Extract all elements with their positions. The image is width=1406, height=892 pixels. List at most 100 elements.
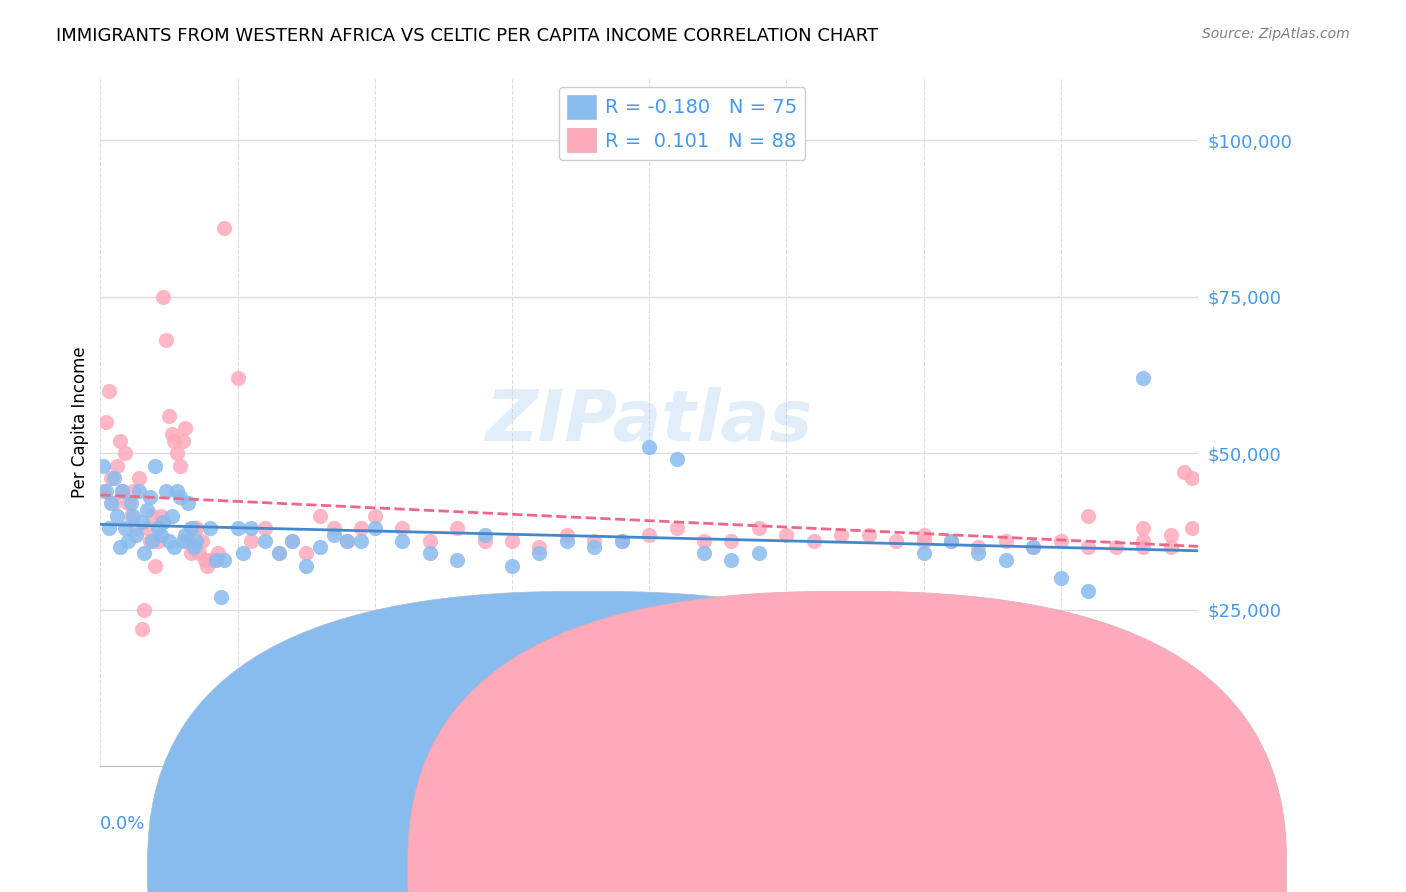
Point xyxy=(166,483,188,498)
Point xyxy=(446,521,468,535)
Point xyxy=(188,546,211,560)
Point xyxy=(267,546,290,560)
Point xyxy=(131,622,153,636)
Point xyxy=(108,540,131,554)
Point xyxy=(583,533,606,548)
Point xyxy=(174,421,197,435)
Point xyxy=(131,515,153,529)
Point xyxy=(1077,584,1099,599)
Point xyxy=(143,458,166,473)
Point xyxy=(172,434,194,448)
Point xyxy=(108,434,131,448)
Point xyxy=(1077,508,1099,523)
Point xyxy=(128,471,150,485)
Point xyxy=(775,527,797,541)
Point xyxy=(665,521,688,535)
Point xyxy=(120,508,142,523)
Point xyxy=(157,533,180,548)
Point xyxy=(105,508,128,523)
Point xyxy=(336,533,359,548)
Point xyxy=(152,515,174,529)
Point xyxy=(146,521,169,535)
Text: Source: ZipAtlas.com: Source: ZipAtlas.com xyxy=(1202,27,1350,41)
Point xyxy=(720,552,742,566)
Point xyxy=(198,552,221,566)
Point xyxy=(94,483,117,498)
Point xyxy=(775,622,797,636)
Point xyxy=(391,533,413,548)
Point xyxy=(720,533,742,548)
Point xyxy=(830,527,852,541)
Point xyxy=(232,546,254,560)
Point xyxy=(103,471,125,485)
Point xyxy=(128,483,150,498)
Point xyxy=(1160,540,1182,554)
Point xyxy=(100,471,122,485)
Point xyxy=(610,533,633,548)
Point xyxy=(419,546,441,560)
Point xyxy=(693,533,716,548)
Point xyxy=(149,527,172,541)
Point xyxy=(1022,540,1045,554)
Point xyxy=(350,533,373,548)
Point xyxy=(136,502,159,516)
Point xyxy=(803,533,825,548)
Point xyxy=(240,521,263,535)
Point xyxy=(134,603,156,617)
Text: Celtics: Celtics xyxy=(844,856,898,874)
Point xyxy=(141,533,163,548)
Point xyxy=(419,533,441,548)
Point xyxy=(169,458,191,473)
Point xyxy=(555,533,578,548)
Point xyxy=(1181,521,1204,535)
Point xyxy=(195,558,218,573)
Point xyxy=(212,552,235,566)
Text: ZIPatlas: ZIPatlas xyxy=(485,387,813,457)
Point xyxy=(111,483,134,498)
Point xyxy=(155,483,177,498)
Point xyxy=(169,490,191,504)
Point xyxy=(474,527,496,541)
Point xyxy=(177,496,200,510)
Point xyxy=(201,552,224,566)
Text: IMMIGRANTS FROM WESTERN AFRICA VS CELTIC PER CAPITA INCOME CORRELATION CHART: IMMIGRANTS FROM WESTERN AFRICA VS CELTIC… xyxy=(56,27,879,45)
Point xyxy=(1022,540,1045,554)
Point xyxy=(183,521,205,535)
Point xyxy=(884,533,907,548)
Point xyxy=(97,521,120,535)
Point xyxy=(638,527,661,541)
Point xyxy=(939,533,962,548)
Point xyxy=(939,533,962,548)
Point xyxy=(94,415,117,429)
Point xyxy=(555,527,578,541)
Point xyxy=(166,446,188,460)
Point xyxy=(994,533,1017,548)
Point xyxy=(1132,521,1154,535)
Point xyxy=(638,440,661,454)
Point xyxy=(295,546,318,560)
Point xyxy=(253,521,276,535)
Point xyxy=(122,483,145,498)
Point xyxy=(172,533,194,548)
Point xyxy=(364,508,387,523)
Point xyxy=(350,521,373,535)
Point xyxy=(204,552,226,566)
Point xyxy=(610,533,633,548)
Point xyxy=(209,591,232,605)
Point xyxy=(183,540,205,554)
Point xyxy=(267,546,290,560)
Point xyxy=(117,533,139,548)
Point xyxy=(177,533,200,548)
Point xyxy=(994,552,1017,566)
Point xyxy=(100,496,122,510)
Point xyxy=(253,533,276,548)
Point xyxy=(136,521,159,535)
Point xyxy=(501,533,523,548)
Point xyxy=(501,558,523,573)
Legend: R = -0.180   N = 75, R =  0.101   N = 88: R = -0.180 N = 75, R = 0.101 N = 88 xyxy=(558,87,806,160)
Point xyxy=(1160,527,1182,541)
Point xyxy=(309,540,332,554)
Point xyxy=(1132,533,1154,548)
Point xyxy=(212,220,235,235)
Point xyxy=(97,384,120,398)
